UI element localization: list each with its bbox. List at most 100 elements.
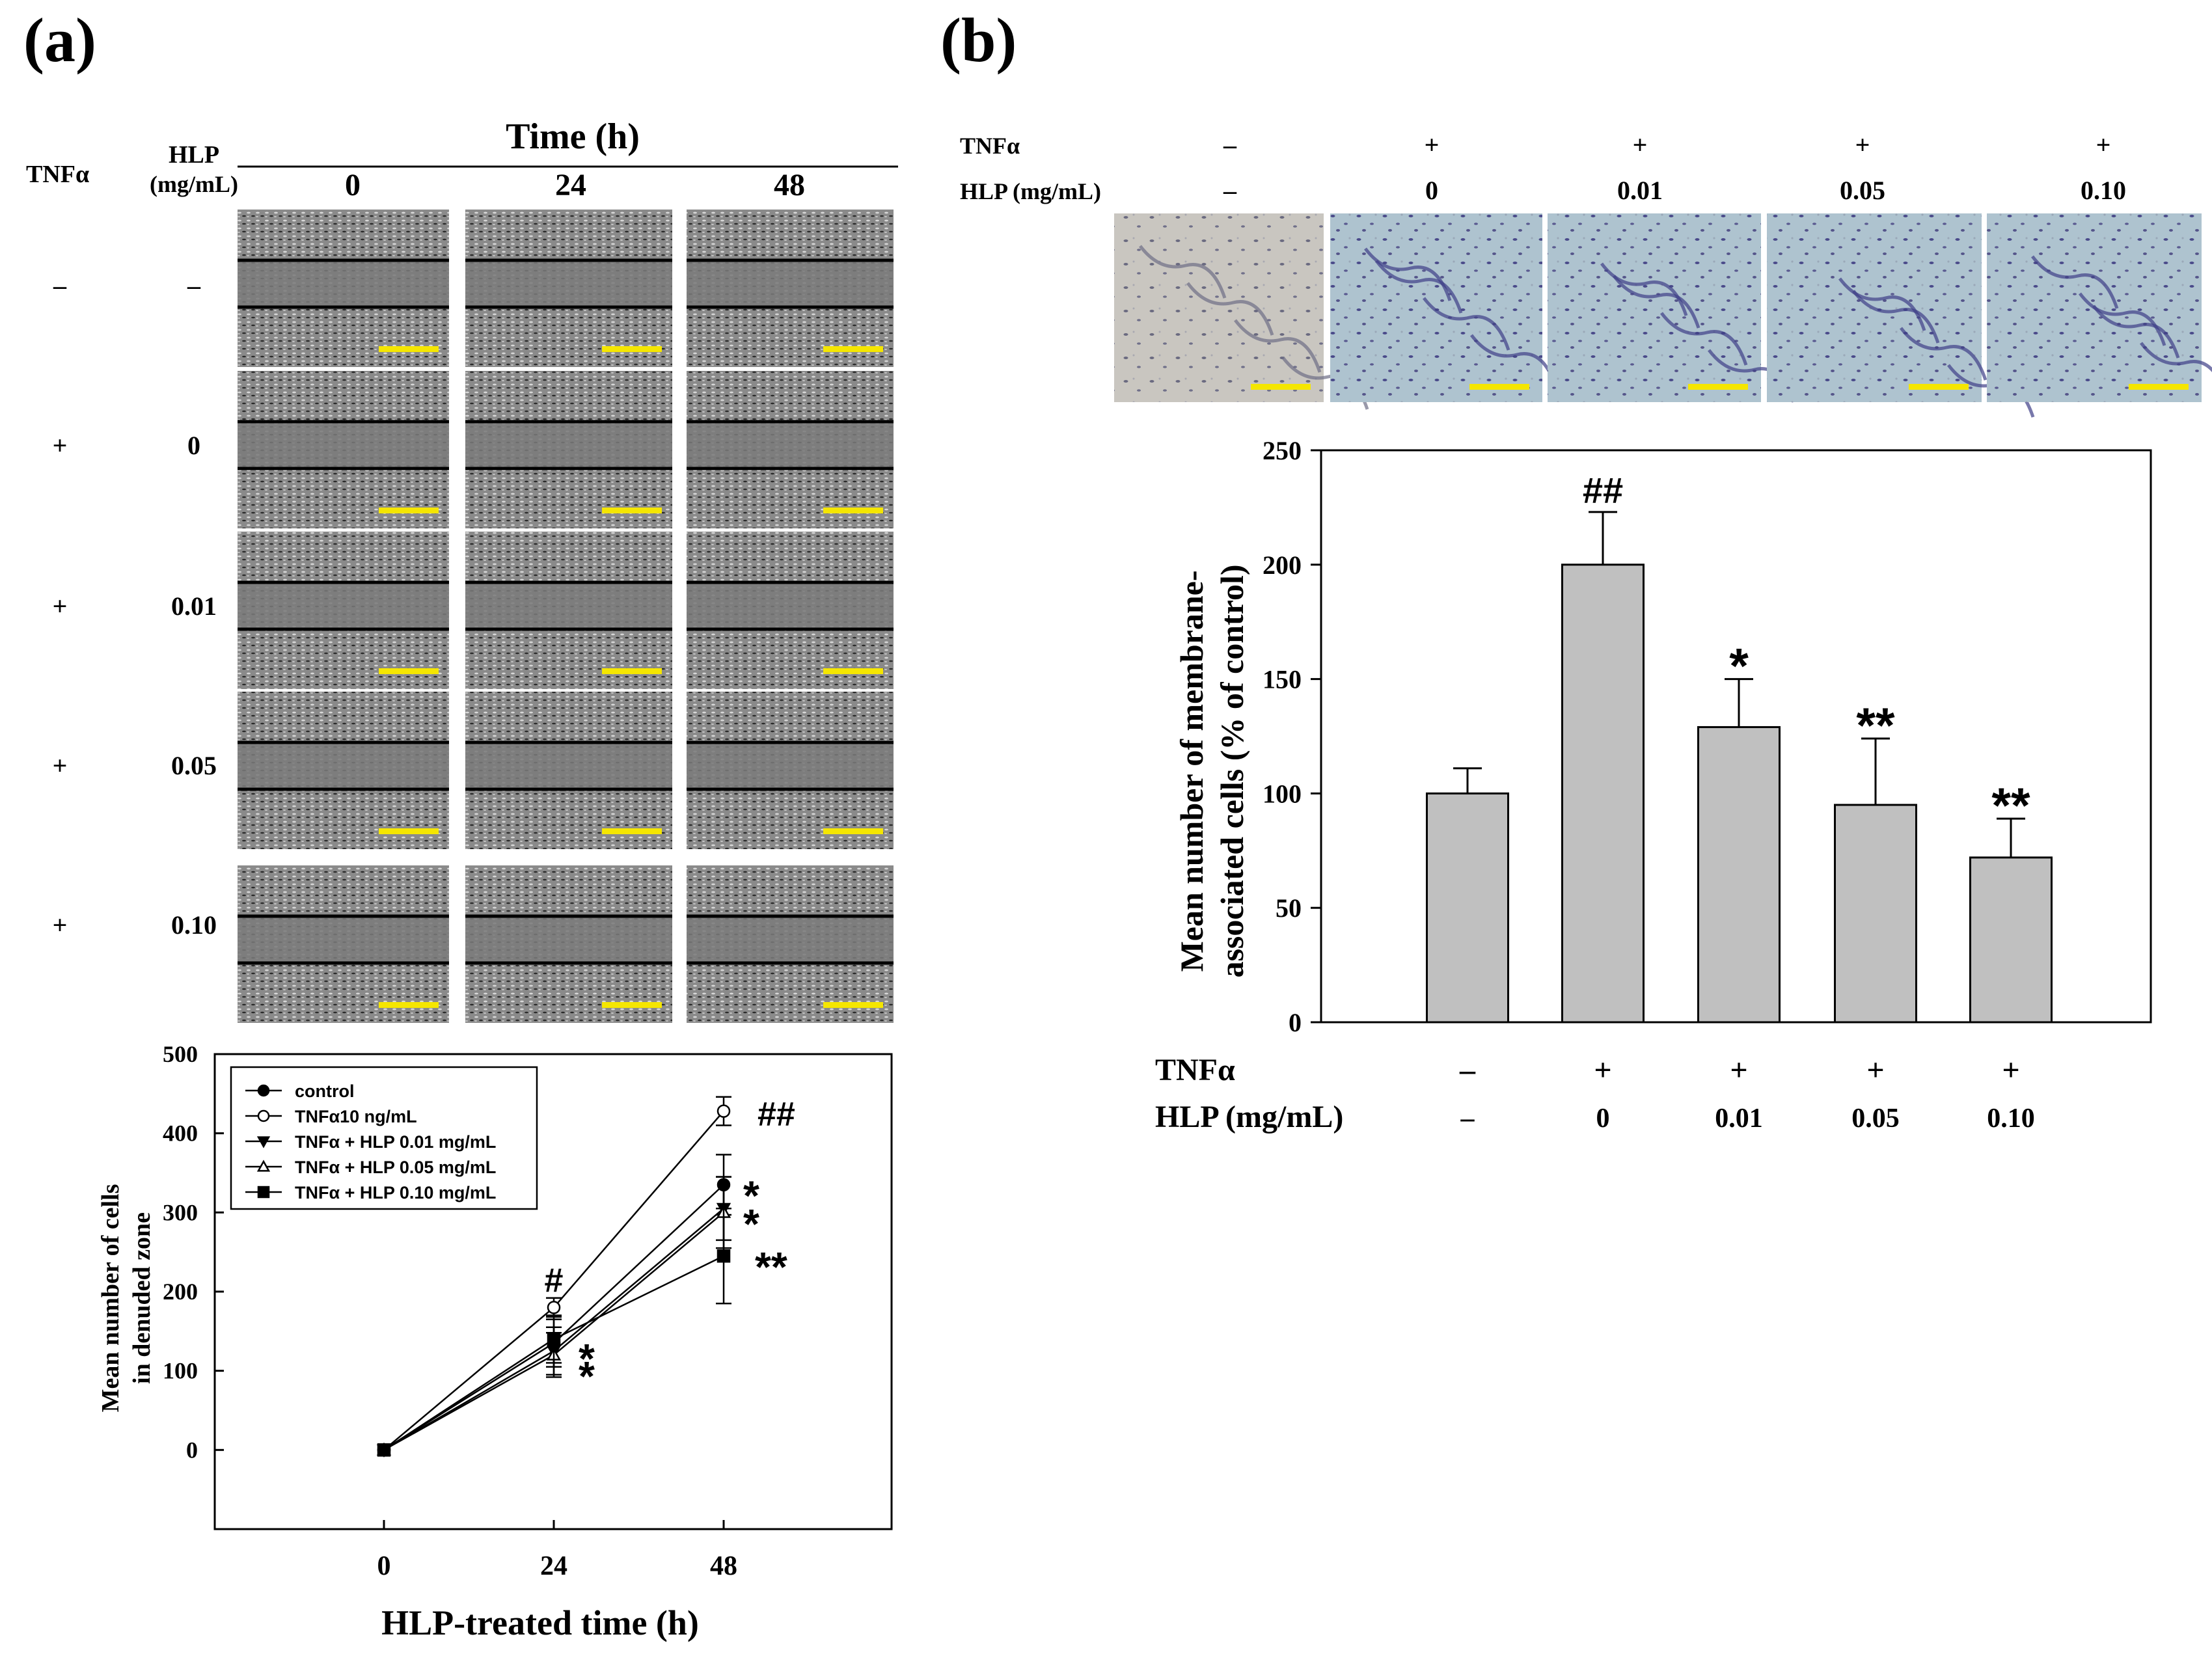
cell-process [2079,292,2166,346]
scale-bar [379,508,439,513]
cell-process [1613,275,1700,329]
x-tick-label: 0 [377,1551,391,1581]
scale-bar [1251,384,1311,390]
significance-marker: ** [1856,698,1895,753]
cell-process [1838,277,1926,331]
y-tick-label: 200 [163,1279,198,1305]
denuded-zone [465,916,672,963]
y-tick-label: 250 [1263,436,1302,465]
panel-a-letter: (a) [23,5,96,75]
data-point [547,1332,561,1346]
bar-hlp-value: 0.10 [1987,1104,2035,1133]
row-tnf-label: – [53,271,67,300]
migration-line-chart: HLP-treated time (h) Mean number of cell… [97,1041,893,1642]
transwell-micrographs [1114,213,2212,418]
transwell-tnf-value: – [1223,130,1237,159]
row-hlp-label: 0.05 [171,751,217,780]
bar-hlp-value: – [1460,1104,1475,1133]
panel-a-micrograph-headers: Time (h) TNFα HLP (mg/mL) 0 24 48 [26,116,898,202]
y-tick-label: 300 [163,1199,198,1225]
cell-process [1375,260,1463,314]
transwell-hlp-label: HLP (mg/mL) [960,178,1101,204]
bar [1426,792,1509,1024]
denuded-zone [687,582,894,629]
bar-tnf-value: + [1594,1053,1611,1087]
significance-marker: # [545,1262,564,1299]
cell-process [1852,290,1940,344]
scratch-assay-micrographs: – – + 0 + 0.01 + 0.05 + 0.10 [53,210,894,1023]
significance-marker: * [1729,639,1749,694]
significance-marker: ** [755,1243,787,1290]
transwell-hlp-value: 0.01 [1617,176,1663,205]
scale-bar [2129,384,2189,390]
data-point [717,1104,731,1118]
scale-bar [602,668,662,674]
scale-bar [602,508,662,513]
significance-marker: * [743,1172,759,1219]
tnf-header: TNFα [26,161,89,188]
y-tick-label: 500 [163,1041,198,1067]
data-point [377,1443,391,1457]
transwell-tnf-value: + [1425,130,1440,159]
data-point [717,1249,731,1263]
time-label-0: 0 [345,168,361,202]
transwell-hlp-value: 0 [1425,176,1438,205]
scale-bar [823,508,883,513]
denuded-zone [465,260,672,307]
denuded-zone [465,582,672,629]
bar-row1-label: TNFα [1155,1053,1235,1087]
legend-box [230,1066,538,1210]
denuded-zone [687,916,894,963]
row-hlp-label: 0.01 [171,591,217,621]
data-point [257,1186,270,1199]
bar [1969,856,2053,1024]
transwell-hlp-value: 0.05 [1840,176,1885,205]
series-4 [377,1208,731,1457]
cell-process [1900,327,1987,381]
cell-process [1186,282,1274,336]
bar-tnf-value: + [1730,1053,1747,1087]
data-point [256,1136,271,1148]
time-label-48: 48 [774,168,805,202]
transwell-tnf-value: + [1855,130,1870,159]
bar [1834,804,1917,1024]
significance-marker: * [743,1201,759,1247]
transwell-micrograph [1114,213,1324,402]
scale-bar [602,346,662,352]
scale-bar [823,668,883,674]
significance-marker: ## [1583,470,1623,511]
cell-process [1470,334,1558,388]
row-tnf-label: + [53,591,68,621]
y-tick-label: 50 [1276,893,1302,923]
data-point [547,1301,561,1314]
y-tick-label: 100 [163,1358,198,1384]
hlp-header-line2: (mg/mL) [150,171,238,197]
cell-process [1234,319,1322,373]
panel-b-micrograph-headers: TNFα HLP (mg/mL) – + + + + – 0 0.01 0.05… [960,130,2126,205]
row-tnf-label: + [53,431,68,460]
bar [1697,726,1781,1024]
scale-bar [379,828,439,834]
bar-y-axis-label-2: associated cells (% of control) [1214,564,1250,977]
data-point [257,1109,270,1122]
data-point [256,1160,271,1172]
row-hlp-label: 0.10 [171,910,217,940]
scale-bar [1909,384,1969,390]
x-tick-label: 48 [710,1551,737,1581]
bar-tnf-value: – [1459,1053,1476,1087]
transwell-micrograph [1330,213,1542,402]
x-tick-label: 24 [540,1551,567,1581]
scale-bar [1469,384,1529,390]
scale-bar [823,1002,883,1008]
bar-hlp-value: 0.01 [1715,1104,1763,1133]
scale-bar [379,346,439,352]
scale-bar [823,828,883,834]
cell-process [1600,262,1688,316]
time-header: Time (h) [506,116,640,157]
bar-tnf-value: + [1866,1053,1884,1087]
y-tick-label: 0 [1289,1008,1302,1037]
significance-marker: * [579,1335,595,1382]
transwell-micrograph [1548,213,1761,402]
line-y-axis-label-1: Mean number of cells [97,1184,124,1413]
